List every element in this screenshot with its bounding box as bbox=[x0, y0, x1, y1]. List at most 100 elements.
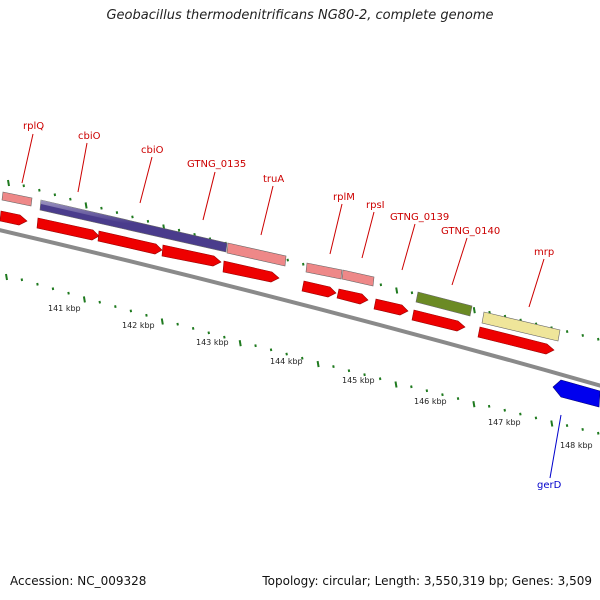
lower-tick bbox=[114, 305, 117, 308]
lower-tick bbox=[534, 416, 538, 420]
lower-tick bbox=[487, 404, 491, 408]
cds-arrow bbox=[411, 309, 466, 332]
leader-line-cbiO-2 bbox=[139, 156, 153, 204]
leader-line-rplM bbox=[329, 203, 343, 255]
feature-rplM-rna bbox=[305, 262, 343, 280]
upper-tick bbox=[581, 334, 584, 337]
feature-label-GTNG_0139: GTNG_0139 bbox=[390, 212, 449, 223]
scale-label: 141 kbp bbox=[48, 304, 81, 313]
upper-tick bbox=[22, 184, 25, 188]
scale-label: 147 kbp bbox=[488, 418, 521, 427]
leader-line-GTNG_0135 bbox=[202, 171, 216, 221]
leader-line-mrp bbox=[528, 258, 545, 308]
cds-arrow bbox=[222, 260, 280, 283]
feature-track-highlight bbox=[41, 200, 227, 247]
upper-tick bbox=[100, 206, 103, 210]
lower-tick bbox=[67, 291, 70, 295]
lower-tick bbox=[394, 381, 398, 388]
leader-line-gerD bbox=[549, 414, 562, 479]
topology-text: Topology: circular; Length: 3,550,319 bp… bbox=[262, 574, 592, 588]
upper-tick bbox=[115, 211, 119, 214]
lower-tick bbox=[565, 424, 569, 427]
lower-tick bbox=[269, 348, 273, 352]
cds-arrow bbox=[36, 217, 100, 241]
cds-arrow bbox=[336, 288, 369, 305]
upper-tick bbox=[410, 291, 414, 295]
leader-line-GTNG_0140 bbox=[451, 237, 468, 286]
upper-tick bbox=[69, 197, 72, 201]
lower-tick bbox=[51, 287, 55, 291]
feature-label-gerD: gerD bbox=[537, 480, 562, 491]
lower-tick bbox=[20, 278, 24, 282]
upper-tick bbox=[597, 337, 600, 341]
lower-tick bbox=[223, 335, 226, 339]
upper-tick bbox=[286, 258, 289, 262]
lower-tick bbox=[238, 340, 242, 347]
cds-arrow-gerD bbox=[552, 379, 600, 408]
scale-label: 144 kbp bbox=[270, 357, 303, 366]
lower-tick bbox=[207, 331, 210, 335]
feature-label-rplQ: rplQ bbox=[23, 121, 44, 132]
upper-tick bbox=[379, 283, 383, 287]
leader-line-cbiO-1 bbox=[77, 142, 88, 193]
cds-arrow bbox=[301, 280, 337, 298]
map-title: Geobacillus thermodenitrificans NG80-2, … bbox=[106, 8, 494, 23]
scale-label: 143 kbp bbox=[196, 338, 229, 347]
genome-backbone bbox=[0, 228, 600, 388]
leader-line-rplQ bbox=[21, 133, 34, 184]
lower-tick bbox=[363, 373, 366, 377]
lower-tick bbox=[503, 408, 506, 412]
leader-line-rpsI bbox=[361, 211, 375, 259]
cds-arrow bbox=[0, 210, 28, 226]
lower-tick bbox=[441, 393, 444, 397]
lower-tick bbox=[410, 385, 413, 389]
lower-tick bbox=[5, 273, 8, 281]
feature-rplQ-rna bbox=[1, 191, 33, 207]
lower-tick bbox=[82, 296, 86, 303]
lower-tick bbox=[472, 401, 476, 408]
leader-line-truA bbox=[260, 185, 274, 236]
upper-tick bbox=[53, 193, 57, 197]
lower-tick bbox=[98, 300, 101, 304]
feature-mrp bbox=[481, 311, 561, 342]
feature-label-rplM: rplM bbox=[333, 192, 355, 203]
lower-tick bbox=[347, 369, 351, 373]
lower-tick bbox=[145, 313, 148, 317]
lower-tick bbox=[129, 309, 133, 313]
lower-tick bbox=[378, 377, 382, 381]
feature-label-truA: truA bbox=[263, 174, 284, 185]
cds-arrow bbox=[97, 230, 163, 255]
lower-tick bbox=[519, 412, 522, 416]
cds-track-forward bbox=[0, 210, 555, 355]
scale-label: 142 kbp bbox=[122, 321, 155, 330]
feature-label-cbiO-1: cbiO bbox=[78, 131, 101, 142]
cds-arrow bbox=[373, 298, 409, 316]
feature-label-GTNG_0140: GTNG_0140 bbox=[441, 226, 500, 237]
upper-tick bbox=[84, 202, 88, 209]
accession-text: Accession: NC_009328 bbox=[10, 574, 147, 588]
scale-label: 145 kbp bbox=[342, 376, 375, 385]
feature-label-rpsI: rpsI bbox=[366, 200, 385, 211]
feature-track-outer bbox=[1, 191, 561, 342]
upper-tick bbox=[7, 179, 10, 187]
cds-arrow bbox=[477, 326, 555, 355]
feature-rpsI-rna bbox=[341, 269, 375, 287]
leader-lines bbox=[21, 133, 562, 479]
leader-line-GTNG_0139 bbox=[401, 223, 416, 271]
lower-tick bbox=[456, 397, 460, 400]
feature-label-GTNG_0135: GTNG_0135 bbox=[187, 159, 246, 170]
lower-tick bbox=[581, 428, 584, 431]
scale-label: 148 kbp bbox=[560, 441, 593, 450]
feature-GTNG_0139 bbox=[415, 291, 473, 317]
scale-label: 146 kbp bbox=[414, 397, 447, 406]
lower-tick bbox=[160, 318, 164, 325]
scale-layer: 141 kbp 142 kbp 143 kbp 144 kbp 145 kbp 146 k… bbox=[48, 304, 593, 450]
lower-tick bbox=[316, 360, 320, 368]
lower-tick bbox=[597, 431, 600, 435]
lower-tick bbox=[301, 356, 304, 360]
lower-tick bbox=[285, 352, 288, 356]
lower-tick bbox=[332, 365, 335, 368]
upper-tick bbox=[565, 330, 569, 333]
upper-tick bbox=[177, 228, 181, 232]
